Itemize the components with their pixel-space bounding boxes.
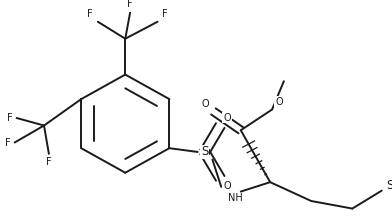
Text: S: S bbox=[386, 179, 392, 192]
Text: O: O bbox=[223, 113, 231, 123]
Text: S: S bbox=[201, 145, 208, 158]
Text: F: F bbox=[87, 9, 93, 19]
Text: F: F bbox=[162, 9, 168, 19]
Text: F: F bbox=[7, 113, 13, 123]
Text: F: F bbox=[127, 0, 133, 9]
Text: O: O bbox=[202, 99, 209, 109]
Text: F: F bbox=[5, 138, 11, 148]
Text: F: F bbox=[46, 157, 52, 167]
Text: O: O bbox=[275, 97, 283, 107]
Text: O: O bbox=[223, 181, 231, 191]
Text: NH: NH bbox=[228, 193, 243, 203]
